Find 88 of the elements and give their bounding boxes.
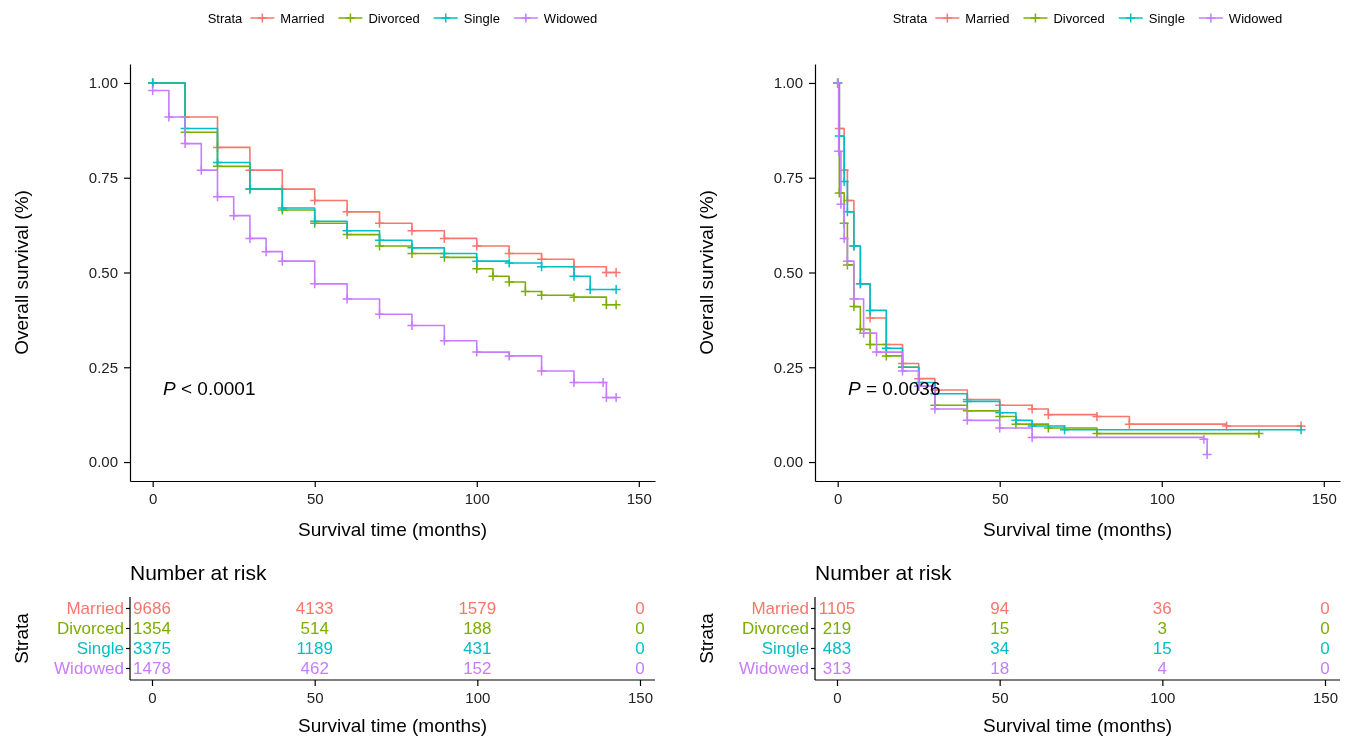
data-label: 4133 (295, 598, 334, 618)
y-axis-title: Strata (696, 612, 717, 664)
x-tick-label: 100 (464, 489, 490, 507)
x-tick-label: 50 (306, 489, 324, 507)
y-tick-label: Married (751, 598, 809, 618)
data-label: 0 (635, 598, 645, 618)
x-axis-title: Survival time (months) (298, 519, 487, 540)
y-tick-label: 1.00 (773, 74, 803, 92)
data-label: 483 (822, 638, 852, 658)
y-tick-label: Widowed (54, 658, 124, 678)
data-label: 219 (822, 618, 852, 638)
chart-title: Number at risk (815, 561, 953, 584)
y-tick-label: 0.25 (88, 358, 118, 376)
chart-title: Number at risk (130, 561, 268, 584)
data-label: 1189 (296, 638, 333, 658)
x-tick-label: 0 (833, 688, 842, 706)
data-label: 514 (300, 618, 329, 638)
y-axis-title: Strata (11, 612, 32, 664)
y-tick-label: Married (66, 598, 124, 618)
data-label: 0 (1320, 618, 1330, 638)
x-tick-label: 150 (1311, 489, 1337, 507)
x-tick-label: 100 (1150, 688, 1176, 706)
data-label: 0 (1320, 638, 1330, 658)
data-label: 4 (1157, 658, 1168, 678)
x-tick-label: 100 (1149, 489, 1175, 507)
data-label: 431 (463, 638, 492, 658)
x-tick-label: 150 (1312, 688, 1339, 706)
data-label: 15 (990, 618, 1010, 638)
y-tick-label: 0.50 (88, 263, 118, 281)
x-tick-label: 150 (626, 489, 652, 507)
x-tick-label: 150 (627, 688, 654, 706)
y-tick-label: 0.25 (773, 358, 803, 376)
data-label: 0 (1320, 658, 1330, 678)
legend-label: Widowed (543, 10, 598, 26)
data-label: 152 (463, 658, 492, 678)
data-label: 18 (990, 658, 1010, 678)
y-tick-label: 0.75 (773, 169, 803, 187)
data-label: 1354 (133, 618, 171, 638)
x-tick-label: 50 (991, 688, 1009, 706)
data-label: 9686 (133, 598, 171, 618)
y-axis-title: Overall survival (%) (11, 190, 32, 355)
y-tick-label: 1.00 (88, 74, 118, 92)
x-tick-label: 0 (834, 489, 843, 507)
data-label: 94 (990, 598, 1010, 618)
legend-label: Divorced (368, 10, 420, 26)
legend-label: Single (463, 10, 500, 26)
data-label: 462 (300, 658, 329, 678)
legend-label: Widowed (1228, 10, 1283, 26)
data-label: 0 (1320, 598, 1330, 618)
x-axis-title: Survival time (months) (983, 519, 1172, 540)
data-label: 0 (635, 658, 645, 678)
data-label: 313 (822, 658, 852, 678)
data-label: 1579 (458, 598, 497, 618)
data-label: 34 (990, 638, 1010, 658)
y-tick-label: Divorced (741, 618, 809, 638)
annotation: P = 0.0036 (848, 378, 941, 399)
y-tick-label: Divorced (56, 618, 124, 638)
data-label: 188 (463, 618, 492, 638)
data-label: 0 (635, 638, 645, 658)
data-label: 15 (1152, 638, 1172, 658)
data-label: 0 (635, 618, 645, 638)
x-axis-title: Survival time (months) (298, 715, 487, 736)
x-tick-label: 50 (306, 688, 324, 706)
data-label: 1105 (818, 598, 856, 618)
x-tick-label: 50 (991, 489, 1009, 507)
data-label: 3375 (133, 638, 171, 658)
y-tick-label: 0.00 (88, 453, 118, 471)
y-tick-label: Widowed (739, 658, 809, 678)
x-tick-label: 100 (465, 688, 491, 706)
legend-label: Divorced (1053, 10, 1105, 26)
y-axis-title: Overall survival (%) (696, 190, 717, 355)
y-tick-label: Single (761, 638, 809, 658)
legend-label: Married (280, 10, 325, 26)
x-axis-title: Survival time (months) (983, 715, 1172, 736)
y-tick-label: 0.00 (773, 453, 803, 471)
y-tick-label: 0.50 (773, 263, 803, 281)
y-tick-label: 0.75 (88, 169, 118, 187)
data-label: 36 (1152, 598, 1172, 618)
y-tick-label: Single (76, 638, 124, 658)
x-tick-label: 0 (149, 489, 158, 507)
legend-label: Single (1148, 10, 1185, 26)
x-tick-label: 0 (148, 688, 157, 706)
legend-title: Strata (207, 10, 244, 26)
annotation: P < 0.0001 (163, 378, 256, 399)
legend-title: Strata (892, 10, 929, 26)
data-label: 3 (1157, 618, 1168, 638)
data-label: 1478 (133, 658, 171, 678)
legend-label: Married (965, 10, 1010, 26)
